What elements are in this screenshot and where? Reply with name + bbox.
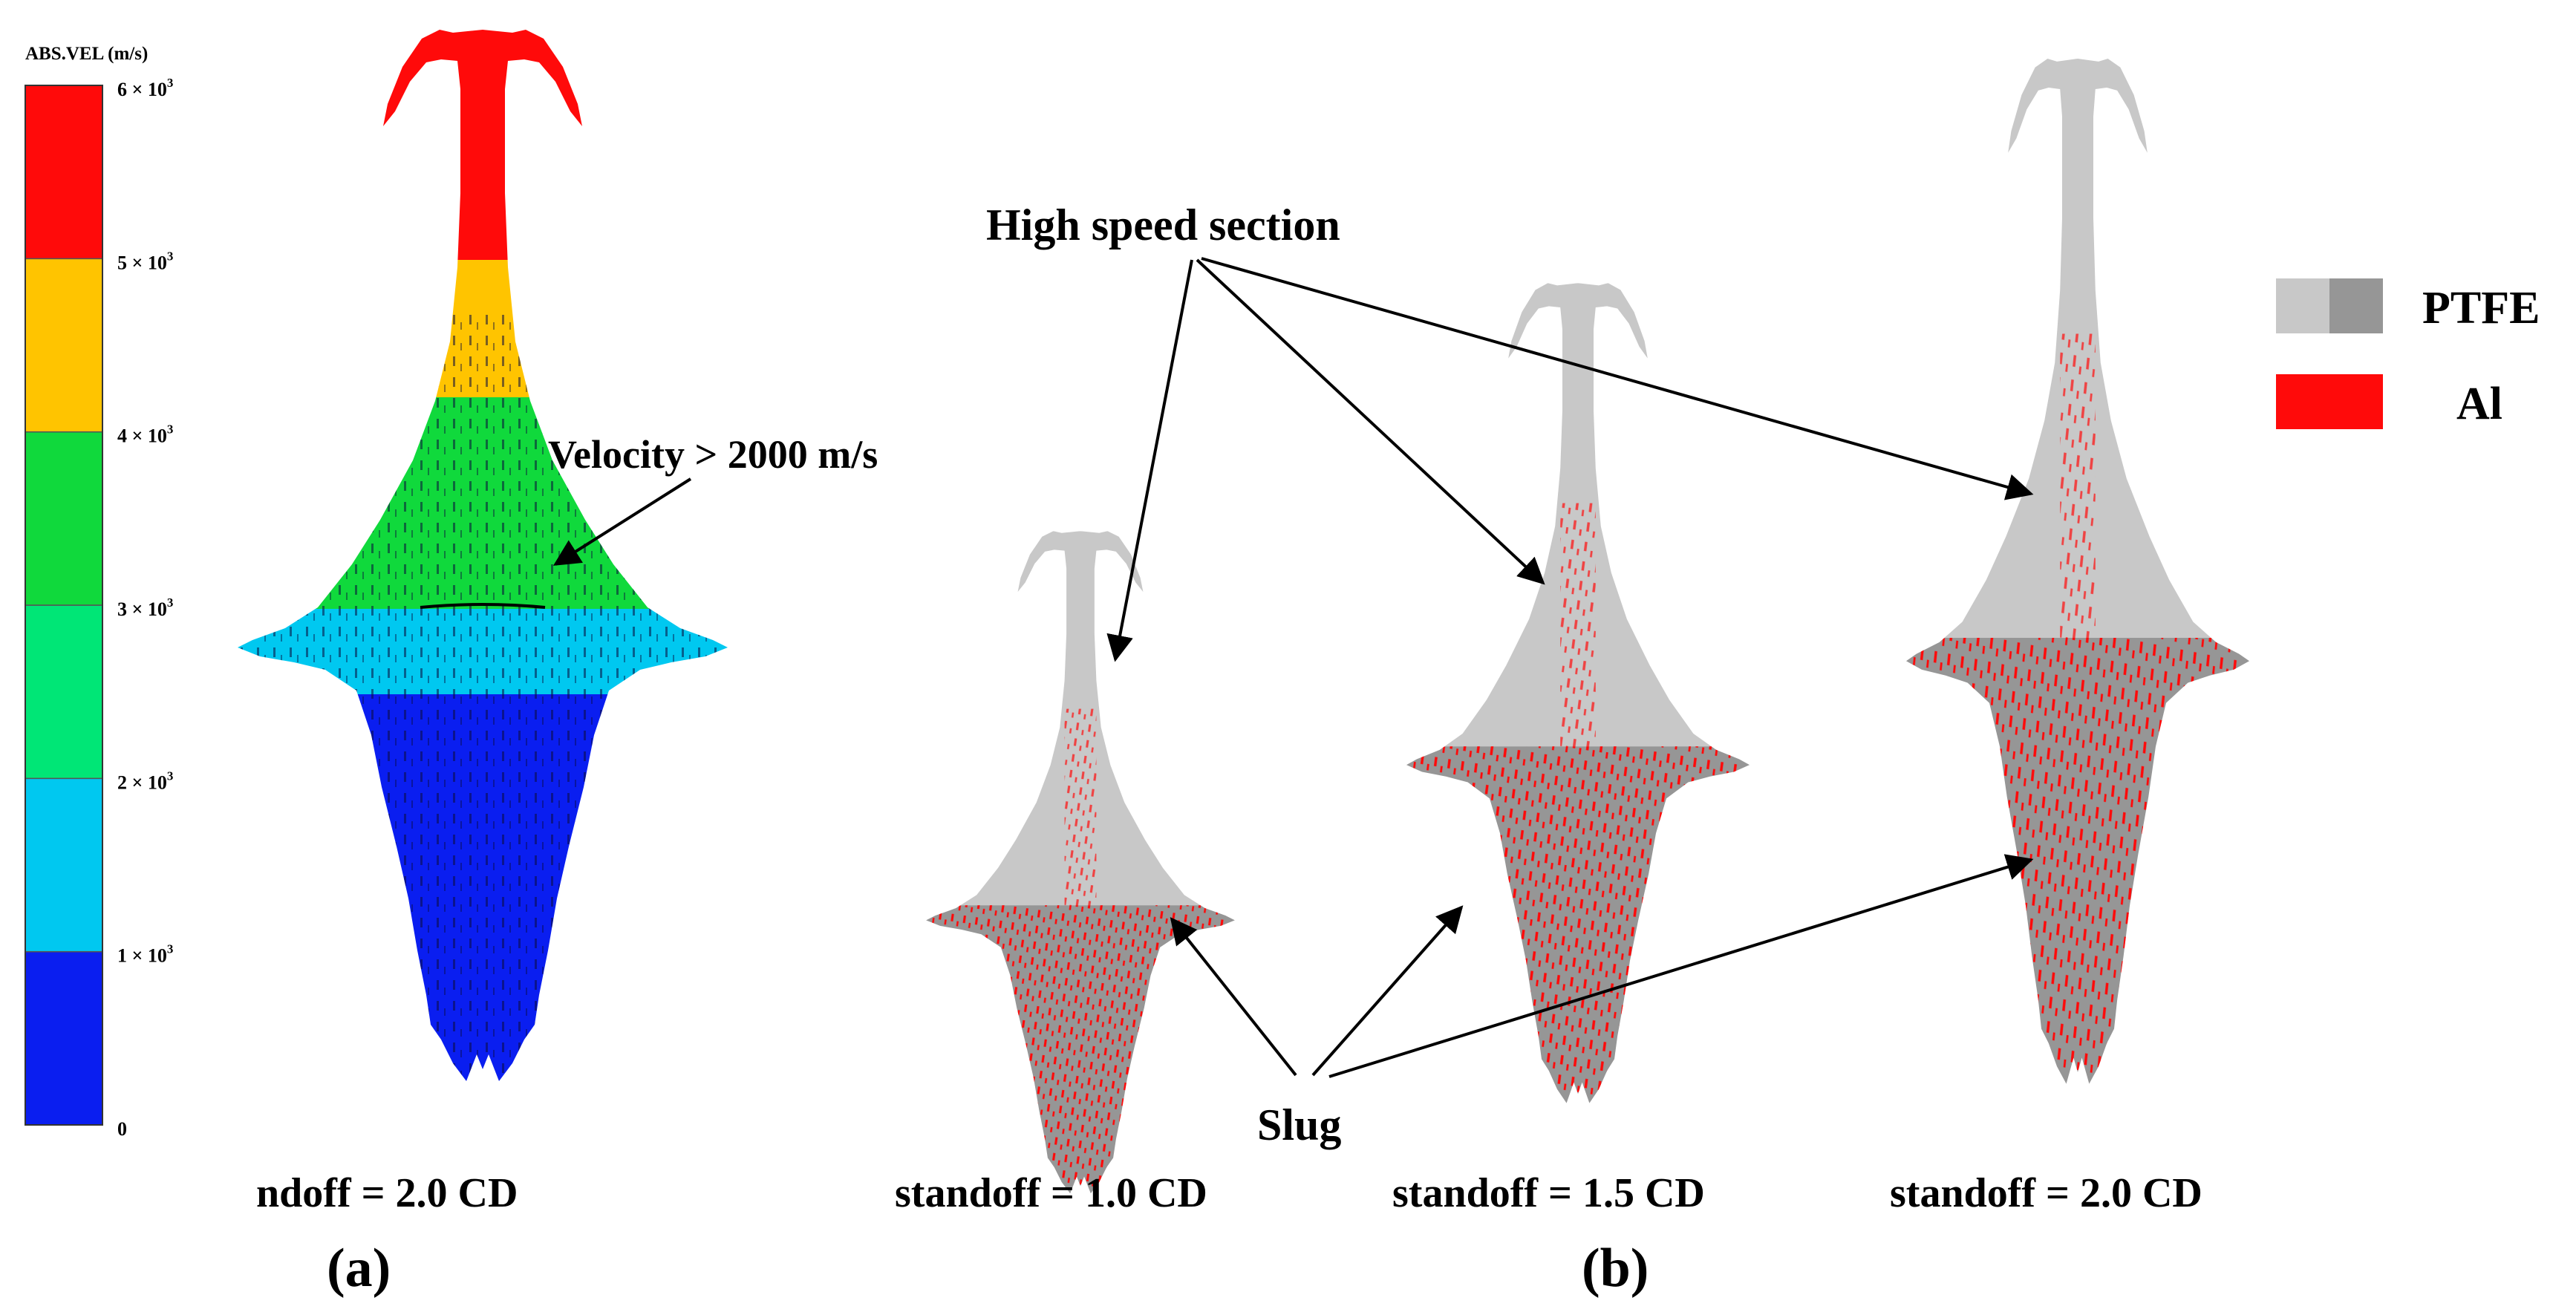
slug-arrow-1 — [1170, 917, 1297, 1077]
colorbar-tick-label: 5 × 103 — [117, 249, 173, 273]
velocity-jet-body — [238, 30, 728, 1081]
colorbar-tick-label: 4 × 103 — [117, 422, 173, 447]
al-particles-slug — [1406, 746, 1750, 1103]
legend-ptfe-swatch-dark — [2329, 278, 2383, 333]
velocity-zone — [238, 30, 728, 260]
slug-arrow-2 — [1311, 905, 1464, 1077]
material-jet-body — [1406, 283, 1750, 1103]
high-speed-arrow-1 — [1106, 259, 1193, 662]
legend-ptfe-label: PTFE — [2422, 283, 2540, 333]
colorbar-ticks: 6 × 103 5 × 103 4 × 103 3 × 103 2 × 103 1 × 1… — [117, 76, 173, 1140]
slug-annotation: Slug — [1170, 854, 2034, 1149]
high-speed-arrow-2 — [1196, 258, 1545, 585]
material-jet-standoff-2.0 — [1906, 59, 2249, 1084]
colorbar-tick-label: 2 × 103 — [117, 769, 173, 793]
caption-standoff-1.5: standoff = 1.5 CD — [1392, 1170, 1705, 1216]
colorbar-band-0 — [25, 950, 103, 1126]
material-jet-standoff-1.0 — [926, 531, 1235, 1194]
colorbar-band-2 — [25, 604, 103, 780]
velocity-arrow — [552, 477, 692, 566]
material-jet-standoff-1.5 — [1406, 283, 1750, 1103]
legend-ptfe-swatch-light — [2276, 278, 2329, 333]
high-speed-annotation-text: High speed section — [986, 200, 1340, 249]
colorbar-tick-label: 3 × 103 — [117, 595, 173, 620]
legend-al-swatch — [2276, 374, 2383, 429]
colorbar-tick-label: 1 × 103 — [117, 942, 173, 967]
velocity-annotation: Velocity > 2000 m/s — [548, 432, 878, 566]
colorbar-bands — [25, 85, 103, 1126]
colorbar: ABS.VEL (m/s) 6 × 103 5 × 103 4 × 103 3 × 1… — [25, 44, 173, 1140]
colorbar-title: ABS.VEL (m/s) — [25, 44, 148, 64]
colorbar-band-1 — [25, 777, 103, 953]
velocity-threshold-line — [420, 603, 546, 609]
al-particles-jet — [2060, 333, 2096, 638]
colorbar-tick-label: 0 — [117, 1118, 127, 1140]
velocity-annotation-text: Velocity > 2000 m/s — [548, 432, 878, 477]
material-jet-body — [1906, 59, 2249, 1084]
velocity-jet — [238, 30, 728, 1081]
high-speed-arrow-3 — [1201, 257, 2034, 500]
colorbar-band-5 — [25, 85, 103, 260]
legend-al-label: Al — [2456, 379, 2502, 429]
material-jet-body — [926, 531, 1235, 1194]
al-particles-jet — [1560, 503, 1596, 747]
colorbar-band-4 — [25, 258, 103, 433]
high-speed-annotation: High speed section — [986, 200, 2034, 662]
al-particles-jet — [1064, 708, 1097, 906]
colorbar-band-3 — [25, 431, 103, 606]
panel-label-a: (a) — [327, 1238, 391, 1299]
slug-arrow-3 — [1328, 854, 2034, 1078]
panel-label-b: (b) — [1582, 1238, 1649, 1299]
caption-panel-a: ndoff = 2.0 CD — [256, 1170, 518, 1216]
legend: PTFE Al — [2276, 278, 2540, 429]
caption-standoff-2.0: standoff = 2.0 CD — [1890, 1170, 2202, 1216]
caption-standoff-1.0: standoff = 1.0 CD — [895, 1170, 1207, 1216]
colorbar-frame — [25, 85, 103, 1126]
colorbar-tick-label: 6 × 103 — [117, 76, 173, 100]
slug-annotation-text: Slug — [1257, 1100, 1341, 1149]
